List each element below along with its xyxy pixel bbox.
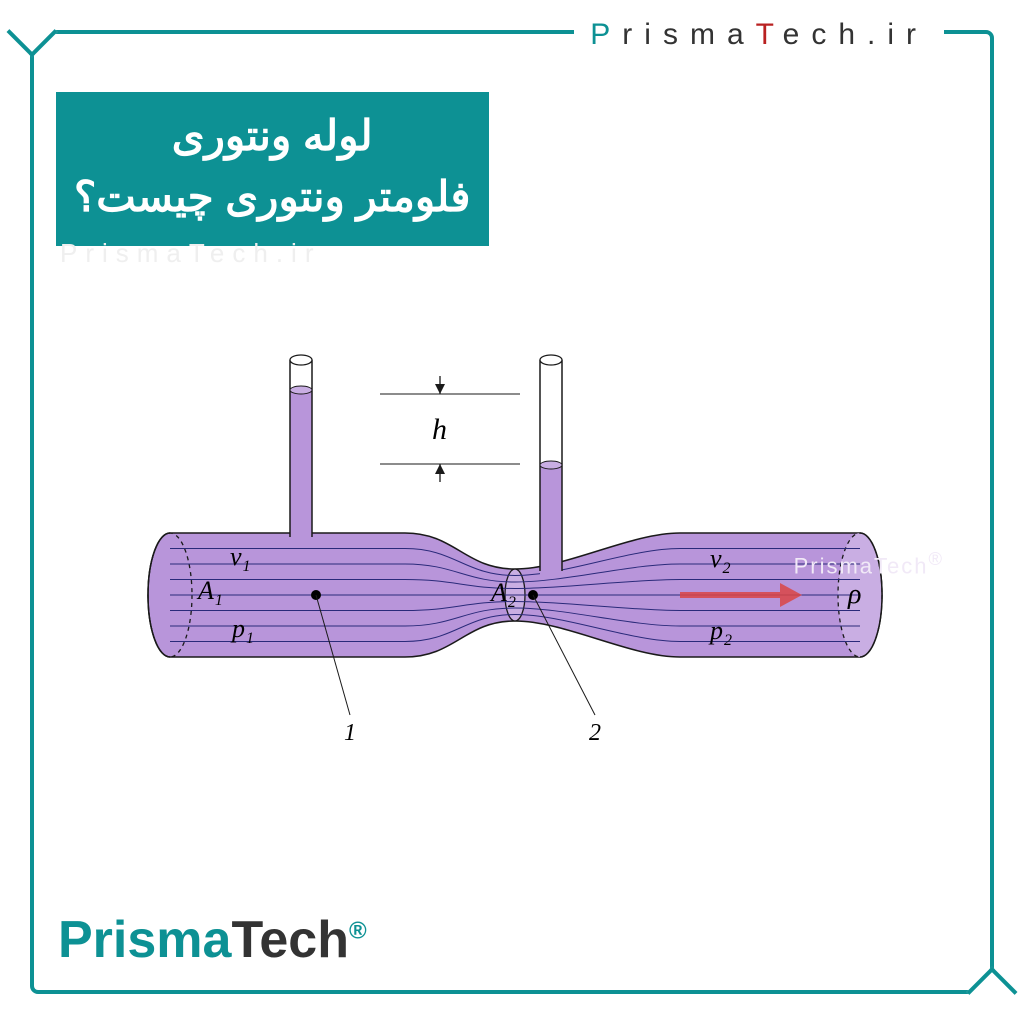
title-line-2: فلومتر ونتوری چیست؟ <box>74 167 471 228</box>
brand-ech: ech.ir <box>783 18 928 51</box>
watermark-mid: PrismaTech® <box>794 548 944 579</box>
brand-p: P <box>590 18 622 51</box>
svg-text:1: 1 <box>344 720 356 746</box>
svg-text:h: h <box>432 413 447 446</box>
svg-text:ρ: ρ <box>847 579 861 610</box>
footer-tech: Tech <box>231 911 349 969</box>
footer-prisma: Prisma <box>58 911 231 969</box>
header-brand: PrismaTech.ir <box>574 18 944 52</box>
svg-text:2: 2 <box>589 720 601 746</box>
brand-risma: risma <box>622 18 755 51</box>
venturi-diagram: h12v1A1p1A2v2p2ρ <box>120 370 910 790</box>
title-line-1: لوله ونتوری <box>74 106 471 167</box>
watermark-top: PrismaTech.ir <box>60 238 321 269</box>
brand-t: T <box>756 18 783 51</box>
title-box: لوله ونتوری فلومتر ونتوری چیست؟ <box>56 92 489 246</box>
footer-reg: ® <box>349 918 367 945</box>
footer-brand: PrismaTech® <box>58 910 367 970</box>
